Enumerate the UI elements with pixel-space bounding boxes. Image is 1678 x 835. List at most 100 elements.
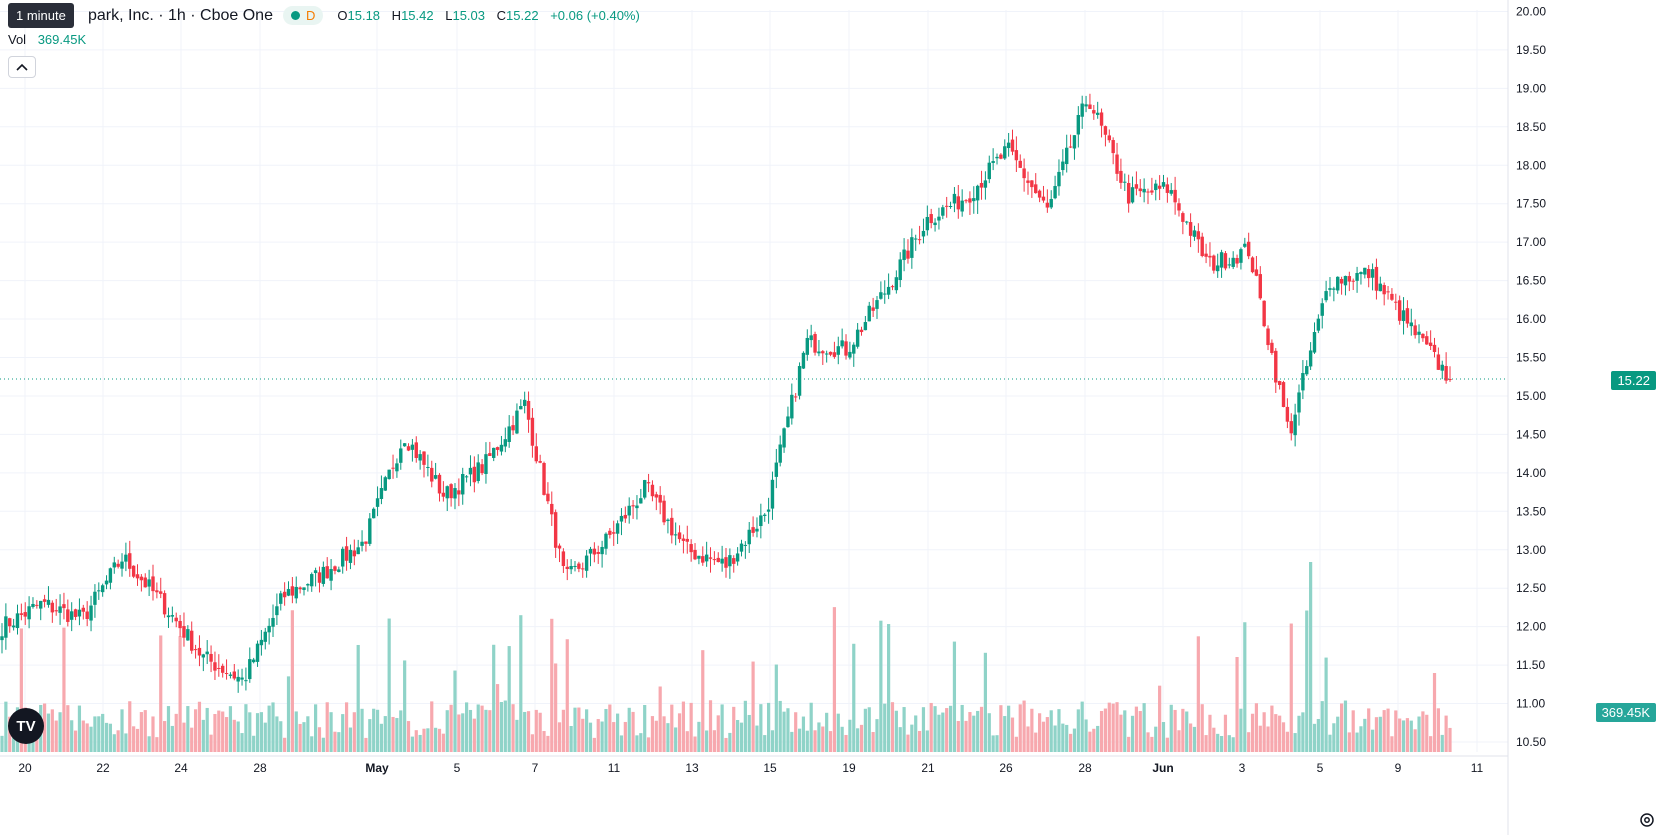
volume-bar [1281,722,1286,752]
volume-bar [151,716,155,752]
volume-bar [693,736,697,752]
candle-body [848,351,852,358]
x-tick-label: 28 [253,761,267,775]
candle-body [499,444,504,452]
candle-body [170,615,175,617]
candle-body [619,515,624,522]
candle-body [1343,275,1348,286]
candle-body [329,569,333,581]
x-tick-label: 13 [685,761,699,775]
candle-body [728,555,732,567]
volume-bar [968,712,972,752]
candle-body [979,183,984,188]
volume-bar [1227,735,1231,752]
candle-body [1254,269,1259,276]
candle-body [1401,310,1406,322]
volume-bar [1343,700,1348,752]
candle-body [948,206,953,208]
candle-body [956,196,960,210]
candle-body [1006,142,1011,149]
candle-body [569,566,573,570]
candle-body [824,353,829,355]
volume-bar [960,704,964,752]
volume-bar [1370,729,1375,752]
volume-bar [62,627,66,752]
volume-bar [987,713,991,752]
volume-bar [1053,725,1057,752]
volume-bar [585,709,589,752]
candle-body [805,337,810,355]
volume-bar [364,737,368,752]
candle-body [1428,342,1433,347]
volume-bar [1165,737,1169,752]
volume-bar [1188,723,1193,752]
collapse-legend-button[interactable] [8,56,36,78]
volume-bar [666,723,670,752]
volume-bar [956,721,960,752]
candle-body [1289,421,1293,434]
close-key: C [496,8,507,23]
symbol-title[interactable]: park, Inc. · 1h · Cboe One [88,6,273,24]
candle-body [433,475,438,479]
volume-bar [596,719,600,752]
volume-bar [1154,726,1158,752]
candle-body [693,549,697,560]
volume-bar [236,721,240,752]
x-tick-label: Jun [1152,761,1173,775]
candle-body [515,410,519,434]
y-tick-label: 11.00 [1516,697,1545,711]
legend-row: park, Inc. · 1h · Cboe One D O15.18 H15.… [8,6,648,25]
volume-bar [581,718,585,752]
volume-bar [329,712,333,752]
candle-body [286,589,291,596]
volume-bar [484,709,488,752]
candle-body [716,557,720,563]
candle-body [1301,373,1305,391]
candle-body [263,631,267,642]
candle-body [1018,160,1022,168]
candle-body [1088,104,1092,109]
candle-body [875,300,879,309]
volume-bar [495,684,500,752]
candle-body [681,538,686,541]
volume-bar [627,707,631,752]
candle-body [631,505,635,507]
candle-body [666,519,670,522]
x-tick-label: 3 [1239,761,1246,775]
candle-body [1138,188,1142,192]
volume-bar [519,615,523,752]
candle-body [685,538,689,542]
market-status[interactable]: D [282,6,324,25]
volume-bar [530,734,535,752]
volume-bar [221,711,225,752]
candle-body [441,492,446,497]
volume-bar [1312,723,1317,752]
candle-body [1200,236,1204,256]
candle-body [1134,184,1139,189]
candle-body [178,620,182,629]
volume-bar [573,707,577,752]
volume-bar [317,727,322,752]
candle-body [1216,265,1220,272]
volume-bar [871,732,875,752]
candle-body [581,568,585,570]
tradingview-logo-icon[interactable]: TV [8,708,44,744]
candle-body [1246,241,1251,257]
volume-bar [77,705,82,752]
volume-bar [1123,710,1127,752]
candle-body [1378,283,1383,292]
volume-bar [108,723,113,752]
candle-body [952,193,957,204]
candle-body [186,629,190,641]
candle-body [255,643,260,662]
volume-bar [674,727,678,752]
volume-bar [1007,705,1011,752]
volume-bar [844,734,848,752]
volume-bar [732,706,736,752]
candle-body [151,576,155,592]
volume-bar [263,722,267,752]
candle-body [565,566,569,569]
x-tick-label: May [365,761,389,775]
gear-icon[interactable] [1638,811,1656,829]
